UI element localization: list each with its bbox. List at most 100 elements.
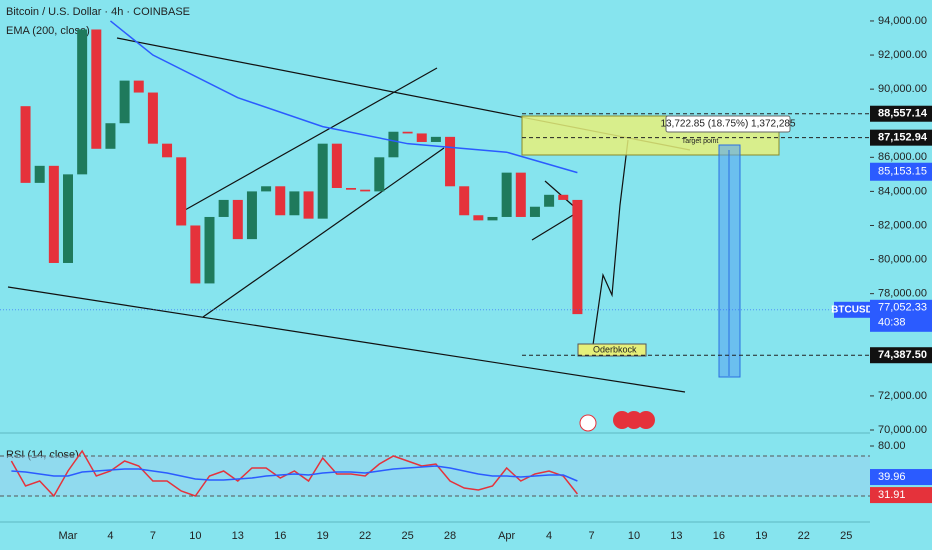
candle xyxy=(246,191,257,240)
x-tick-label: 13 xyxy=(670,530,682,542)
candle xyxy=(459,186,470,216)
symbol-label: BTCUSD xyxy=(831,304,873,315)
rsi-badge xyxy=(870,469,932,486)
candle xyxy=(190,225,201,284)
candle xyxy=(331,143,342,188)
countdown-label: 40:38 xyxy=(878,317,906,329)
title: Bitcoin / U.S. Dollar · 4h · COINBASE xyxy=(6,6,190,18)
x-tick-label: 19 xyxy=(317,530,329,542)
x-tick-label: 7 xyxy=(588,530,594,542)
y-tick-label: 94,000.00 xyxy=(878,15,927,27)
candle xyxy=(289,191,300,216)
candle xyxy=(430,136,441,142)
candle xyxy=(147,92,158,144)
candle xyxy=(402,131,413,134)
icon xyxy=(579,414,597,432)
candle xyxy=(346,187,356,190)
candle xyxy=(275,186,286,216)
x-tick-label: Mar xyxy=(59,530,78,542)
candle xyxy=(317,143,328,219)
candle xyxy=(48,165,59,263)
trend-line xyxy=(531,211,579,241)
level-badge xyxy=(870,105,932,122)
rsi-tick-label: 80.00 xyxy=(878,440,906,452)
candle xyxy=(529,206,540,217)
y-tick-label: 84,000.00 xyxy=(878,185,927,197)
y-tick-label: 78,000.00 xyxy=(878,288,927,300)
x-tick-label: 25 xyxy=(401,530,413,542)
ema-badge-label: 85,153.15 xyxy=(878,166,927,178)
rsi-band xyxy=(0,456,870,496)
candle xyxy=(105,123,116,149)
x-tick-label: Apr xyxy=(498,530,515,542)
candle xyxy=(162,143,173,158)
level-badge xyxy=(870,347,932,364)
x-tick-label: 22 xyxy=(798,530,810,542)
symbol-badge xyxy=(834,301,870,318)
level-label: 74,387.50 xyxy=(878,349,927,361)
y-tick-label: 70,000.00 xyxy=(878,424,927,436)
rsi-badge xyxy=(870,487,932,504)
candle xyxy=(416,133,427,142)
trend-line xyxy=(7,286,686,393)
candle xyxy=(501,172,512,217)
level-label: 88,557.14 xyxy=(878,108,928,120)
x-tick-label: 25 xyxy=(840,530,852,542)
rsi-ma-line xyxy=(11,465,578,482)
y-tick-label: 82,000.00 xyxy=(878,219,927,231)
x-tick-label: 10 xyxy=(189,530,201,542)
trend-line xyxy=(202,147,445,318)
candle xyxy=(119,80,130,124)
candle xyxy=(204,216,215,284)
orderblock-zone xyxy=(577,343,647,357)
candle xyxy=(515,172,526,217)
indicator-label: EMA (200, close) xyxy=(6,25,90,37)
candle xyxy=(133,80,144,93)
candle xyxy=(34,165,45,183)
x-tick-label: 28 xyxy=(444,530,456,542)
candle xyxy=(445,136,456,187)
trend-line xyxy=(184,67,438,211)
candle xyxy=(232,199,243,240)
measure-label: 13,722.85 (18.75%) 1,372,285 xyxy=(660,119,796,130)
x-tick-label: 4 xyxy=(546,530,552,542)
candle xyxy=(374,157,385,192)
candle xyxy=(77,29,88,175)
x-tick-label: 10 xyxy=(628,530,640,542)
candle xyxy=(388,131,399,158)
level-label: 87,152.94 xyxy=(878,132,928,144)
level-badge xyxy=(870,129,932,146)
x-tick-label: 4 xyxy=(107,530,113,542)
candle xyxy=(487,216,498,221)
y-tick-label: 92,000.00 xyxy=(878,49,927,61)
candle xyxy=(303,191,314,219)
rsi-badge-label: 31.91 xyxy=(878,489,906,501)
measure-label-box xyxy=(665,115,791,133)
x-tick-label: 19 xyxy=(755,530,767,542)
y-tick-label: 90,000.00 xyxy=(878,83,927,95)
ema-line xyxy=(109,20,578,174)
rsi-badge-label: 39.96 xyxy=(878,471,906,483)
projection-path xyxy=(592,139,629,346)
x-tick-label: 16 xyxy=(713,530,725,542)
x-tick-label: 13 xyxy=(232,530,244,542)
candle xyxy=(544,194,555,207)
icon xyxy=(637,411,655,429)
price-label: 77,052.33 xyxy=(878,302,927,314)
target-label: Target point xyxy=(682,138,719,145)
y-tick-label: 80,000.00 xyxy=(878,253,927,265)
candle xyxy=(218,199,229,217)
y-tick-label: 86,000.00 xyxy=(878,151,927,163)
ema-badge xyxy=(870,162,932,181)
candle xyxy=(91,29,102,149)
rsi-line xyxy=(10,449,578,498)
candle xyxy=(63,174,73,263)
y-tick-label: 72,000.00 xyxy=(878,390,927,402)
candle xyxy=(360,189,371,192)
orderblock-label: Oderbkock xyxy=(593,344,637,354)
candle xyxy=(473,215,484,221)
candle xyxy=(261,186,272,192)
event-icons xyxy=(579,411,655,432)
x-tick-label: 7 xyxy=(150,530,156,542)
